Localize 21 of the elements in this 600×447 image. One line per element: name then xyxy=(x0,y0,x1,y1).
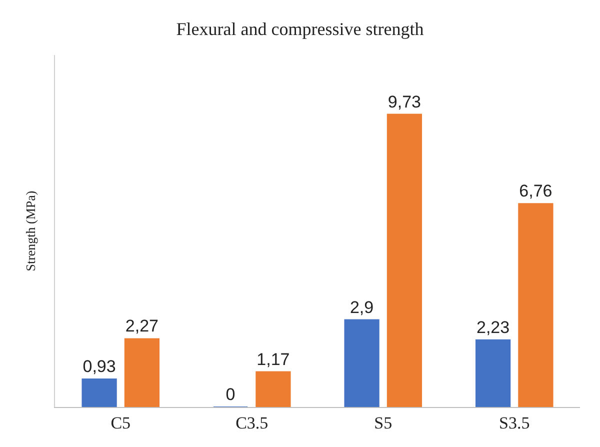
y-axis-title: Strength (MPa) xyxy=(22,190,38,272)
x-tick-label: C3.5 xyxy=(236,413,268,432)
x-tick-label: S5 xyxy=(374,413,392,432)
data-label: 9,73 xyxy=(388,92,421,112)
chart-title: Flexural and compressive strength xyxy=(176,18,424,39)
data-label: 2,9 xyxy=(350,298,374,317)
data-label: 6,76 xyxy=(519,182,552,201)
bar xyxy=(518,203,554,407)
bar xyxy=(124,338,160,407)
x-tick-label: S3.5 xyxy=(499,413,530,432)
bar xyxy=(344,319,380,407)
data-label: 2,27 xyxy=(125,316,158,336)
bar xyxy=(475,339,511,407)
bar xyxy=(82,378,117,407)
bar xyxy=(386,114,422,407)
bar xyxy=(256,371,291,407)
data-label: 1,17 xyxy=(256,350,290,369)
x-tick-label: C5 xyxy=(110,413,131,432)
data-label: 0 xyxy=(226,385,236,404)
data-label: 2,23 xyxy=(476,318,510,337)
data-label: 0,93 xyxy=(82,357,116,376)
